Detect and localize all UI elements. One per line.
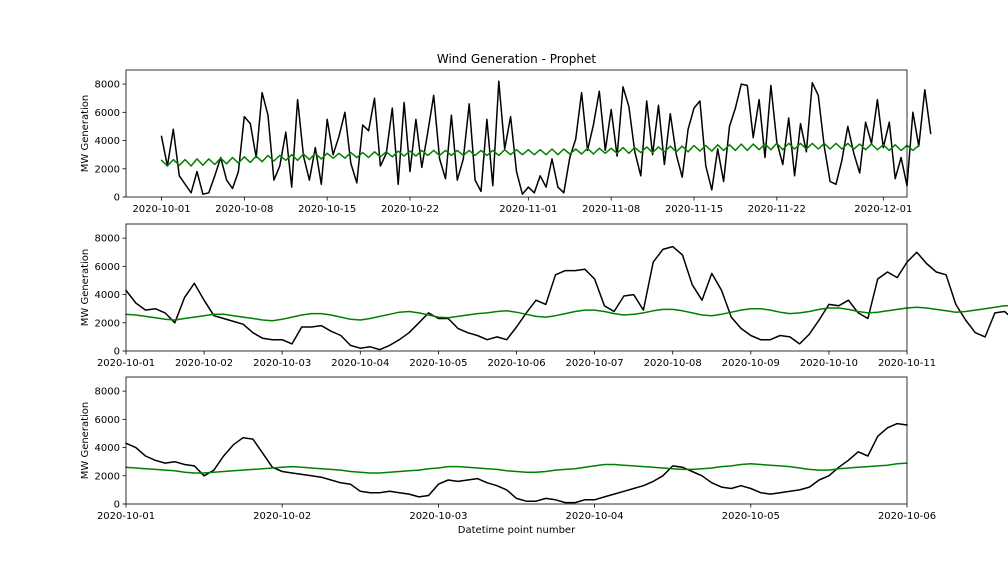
x-tick-label: 2020-10-15: [298, 204, 356, 215]
series-line-forecast: [125, 462, 908, 474]
x-tick-label: 2020-10-02: [253, 511, 311, 522]
x-tick-label: 2020-10-05: [722, 511, 780, 522]
x-tick-label: 2020-10-03: [409, 511, 467, 522]
y-axis-label: MW Generation: [80, 95, 91, 172]
y-tick-label: 0: [114, 193, 120, 204]
x-tick-label: 2020-10-03: [253, 358, 311, 369]
y-tick-label: 6000: [95, 262, 120, 273]
y-tick-label: 2000: [95, 164, 120, 175]
x-tick-label: 2020-11-08: [582, 204, 640, 215]
chart-panel-top: 0 2000 4000 6000 8000 2020-10-01 2020-10-08 202…: [80, 52, 932, 215]
x-tick-label: 2020-11-01: [499, 204, 557, 215]
chart-title: Wind Generation - Prophet: [437, 52, 597, 66]
axes-frame: [125, 69, 908, 198]
series-line-actual: [125, 245, 1008, 351]
y-tick-label: 6000: [95, 108, 120, 119]
x-tick-label: 2020-10-06: [487, 358, 545, 369]
x-tick-label: 2020-10-01: [97, 511, 155, 522]
y-tick-label: 4000: [95, 136, 120, 147]
y-tick-label: 0: [114, 500, 120, 511]
x-tick-label: 2020-12-01: [854, 204, 912, 215]
x-tick-label: 2020-10-04: [566, 511, 624, 522]
series-line-forecast: [125, 305, 1008, 322]
x-tick-label: 2020-10-06: [878, 511, 936, 522]
y-axis-label: MW Generation: [80, 249, 91, 326]
y-tick-label: 4000: [95, 290, 120, 301]
x-tick-label: 2020-10-01: [97, 358, 155, 369]
x-tick-label: 2020-10-01: [132, 204, 190, 215]
x-tick-label: 2020-10-05: [409, 358, 467, 369]
chart-panel-bottom: 0 2000 4000 6000 8000 2020-10-01 2020-10-02 202…: [80, 376, 936, 536]
y-tick-label: 2000: [95, 471, 120, 482]
x-tick-label: 2020-10-07: [566, 358, 624, 369]
series-line-actual: [125, 422, 908, 504]
y-tick-label: 8000: [95, 234, 120, 245]
x-tick-label: 2020-10-09: [722, 358, 780, 369]
x-axis-label: Datetime point number: [458, 525, 576, 536]
x-tick-label: 2020-11-15: [665, 204, 723, 215]
x-tick-label: 2020-10-22: [381, 204, 439, 215]
y-tick-label: 6000: [95, 415, 120, 426]
x-tick-label: 2020-10-08: [644, 358, 702, 369]
chart-panel-middle: 0 2000 4000 6000 8000 2020-10-01 2020-10-02 202…: [80, 223, 1008, 369]
x-tick-label: 2020-11-22: [748, 204, 806, 215]
x-tick-label: 2020-10-02: [175, 358, 233, 369]
x-tick-label: 2020-10-11: [878, 358, 936, 369]
y-tick-label: 0: [114, 347, 120, 358]
x-tick-label: 2020-10-04: [331, 358, 389, 369]
y-tick-label: 2000: [95, 318, 120, 329]
axes-frame: [125, 376, 908, 505]
series-line-actual: [160, 80, 932, 195]
y-axis-label: MW Generation: [80, 402, 91, 479]
x-tick-label: 2020-10-10: [800, 358, 858, 369]
x-tick-label: 2020-10-08: [215, 204, 273, 215]
y-tick-label: 4000: [95, 443, 120, 454]
y-tick-label: 8000: [95, 80, 120, 91]
y-tick-label: 8000: [95, 387, 120, 398]
series-line-forecast: [160, 142, 920, 167]
